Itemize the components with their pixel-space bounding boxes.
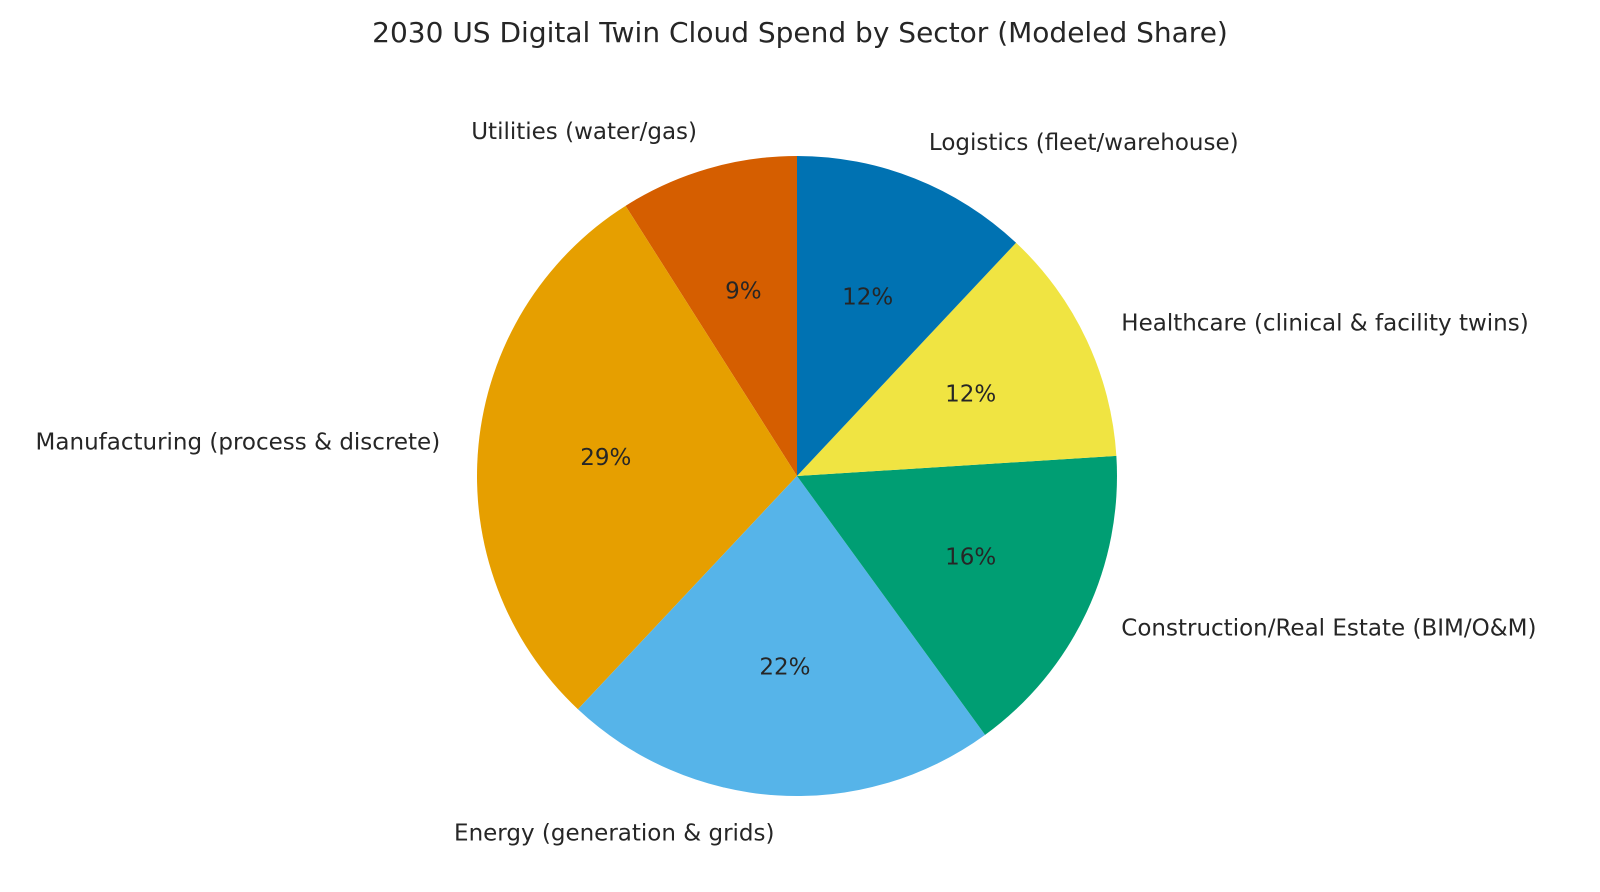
slice-pct-manufacturing-process-discrete: 29% <box>580 445 631 471</box>
slice-pct-logistics-fleet-warehouse: 12% <box>842 284 893 310</box>
pie-slices <box>477 156 1117 796</box>
pie-slice-healthcare-clinical-facility-twins <box>797 242 1117 476</box>
slice-label-construction-real-estate-bim-o-m: Construction/Real Estate (BIM/O&M) <box>1121 616 1536 642</box>
chart-title: 2030 US Digital Twin Cloud Spend by Sect… <box>372 16 1228 49</box>
pie-slice-energy-generation-grids <box>577 476 986 796</box>
pie-labels: Utilities (water/gas) 9% Manufacturing (pr… <box>36 119 1537 847</box>
slice-label-logistics-fleet-warehouse: Logistics (fleet/warehouse) <box>929 130 1239 156</box>
slice-pct-healthcare-clinical-facility-twins: 12% <box>945 381 996 407</box>
slice-label-healthcare-clinical-facility-twins: Healthcare (clinical & facility twins) <box>1121 310 1528 336</box>
pie-slice-logistics-fleet-warehouse <box>797 156 1017 476</box>
pie-slice-manufacturing-process-discrete <box>477 205 797 710</box>
pie-slice-utilities-water-gas <box>625 156 797 476</box>
slice-pct-construction-real-estate-bim-o-m: 16% <box>945 545 996 571</box>
slice-label-manufacturing-process-discrete: Manufacturing (process & discrete) <box>36 429 441 455</box>
slice-pct-utilities-water-gas: 9% <box>725 279 762 305</box>
slice-label-utilities-water-gas: Utilities (water/gas) <box>471 119 697 145</box>
slice-label-energy-generation-grids: Energy (generation & grids) <box>454 821 774 847</box>
slice-pct-energy-generation-grids: 22% <box>759 655 810 681</box>
pie-slice-construction-real-estate-bim-o-m <box>797 455 1117 735</box>
